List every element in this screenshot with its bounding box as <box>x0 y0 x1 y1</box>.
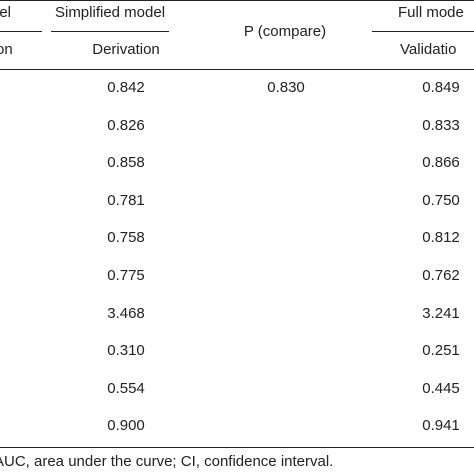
cell-derivation: 0.554 <box>107 380 145 397</box>
table-footnote: AUC, area under the curve; CI, confidenc… <box>0 453 334 470</box>
cell-validation: 0.849 <box>422 79 460 96</box>
cell-derivation: 0.858 <box>107 154 145 171</box>
cell-derivation: 3.468 <box>107 305 145 322</box>
spanner-rule-full <box>372 31 474 32</box>
header-model-left: lel <box>0 4 12 21</box>
cell-derivation: 0.310 <box>107 342 145 359</box>
cell-derivation: 0.900 <box>107 417 145 434</box>
table-top-rule <box>0 0 474 1</box>
header-full-model: Full mode <box>398 4 464 21</box>
cell-derivation: 0.758 <box>107 229 145 246</box>
header-bottom-rule <box>0 69 474 70</box>
cell-validation: 0.750 <box>422 192 460 209</box>
cell-validation: 0.762 <box>422 267 460 284</box>
table-bottom-rule <box>0 447 474 448</box>
cell-validation: 0.812 <box>422 229 460 246</box>
cell-validation: 0.251 <box>422 342 460 359</box>
cell-derivation: 0.781 <box>107 192 145 209</box>
header-derivation: Derivation <box>92 41 160 58</box>
header-validation-right: Validatio <box>400 41 457 58</box>
cell-validation: 3.241 <box>422 305 460 322</box>
cell-validation: 0.833 <box>422 117 460 134</box>
cell-p-compare: 0.830 <box>267 79 305 96</box>
cell-validation: 0.445 <box>422 380 460 397</box>
spanner-rule-left <box>0 31 42 32</box>
cell-derivation: 0.775 <box>107 267 145 284</box>
cell-validation: 0.866 <box>422 154 460 171</box>
spanner-rule-simplified <box>51 31 169 32</box>
cell-derivation: 0.826 <box>107 117 145 134</box>
header-p-compare: P (compare) <box>243 23 327 40</box>
cell-validation: 0.941 <box>422 417 460 434</box>
header-validation-left: on <box>0 41 13 58</box>
cell-derivation: 0.842 <box>107 79 145 96</box>
header-simplified-model: Simplified model <box>54 4 166 21</box>
